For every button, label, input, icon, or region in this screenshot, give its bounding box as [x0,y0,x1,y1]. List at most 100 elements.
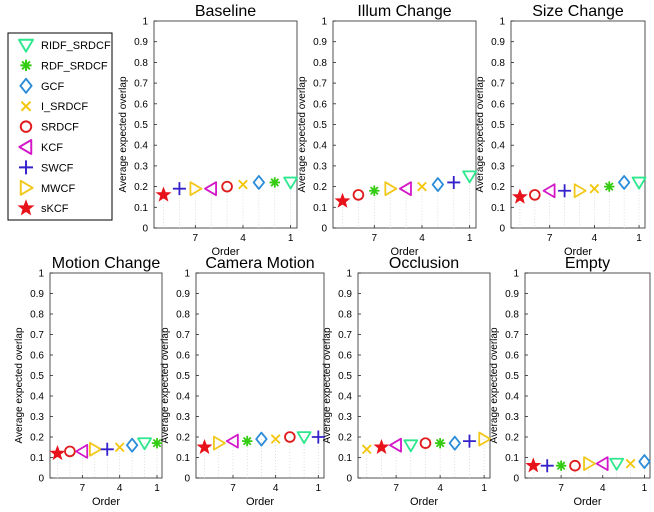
y-tick-label: 1 [346,269,352,280]
y-tick-label: 0.9 [505,289,519,300]
legend-item: GCF [19,77,65,94]
x-tick-label: 4 [419,233,425,244]
point-skcf-shape [511,188,528,204]
point-kcf-shape [542,183,556,199]
point-mwcf [478,431,492,447]
legend-label: RDF_SRDCF [41,60,108,72]
point-srdcf [221,180,233,193]
legend-marker-skcf-shape [17,199,35,216]
y-tick-label: 0.4 [505,392,519,403]
point-swcf-shape [100,442,114,456]
y-tick-label: 0.7 [30,330,44,341]
point-swcf [447,175,461,189]
y-tick-label: 0.8 [313,58,327,69]
legend-label: SWCF [41,162,74,174]
point-gcf [638,454,651,470]
point-mwcf-shape [583,456,596,472]
y-tick-label: 0.9 [134,37,148,48]
y-tick-label: 0.5 [134,120,148,131]
point-kcf [225,433,239,449]
plot-area [510,20,646,229]
point-swcf-shape [558,184,572,198]
y-tick-label: 0.6 [505,351,519,362]
chart-empty: 0 0.1 0.2 0.3 0.4 0.5 0.6 0.7 0.8 0.9 1 7 4 1 Empty Ord… [489,255,651,508]
x-tick-label: 4 [117,483,123,494]
point-srdcf [529,189,541,201]
point-skcf [196,438,213,455]
x-tick-label: 1 [481,483,487,494]
y-tick-label: 0.2 [134,182,148,193]
point-skcf-shape [334,192,351,208]
point-srdcf [284,431,296,443]
y-tick-label: 0.7 [176,330,190,341]
y-tick-label: 0.8 [134,58,148,69]
point-rdf-srdcf-shape [151,437,163,449]
y-tick-label: 0.1 [505,453,519,464]
point-gcf [431,177,444,192]
y-tick-label: 0.5 [313,120,327,131]
point-skcf [334,192,351,208]
legend-marker-swcf [19,160,33,175]
y-tick-label: 0.1 [176,453,190,464]
point-skcf [373,438,390,455]
chart-title: Size Change [532,3,624,20]
point-swcf [558,184,572,198]
y-tick-label: 0.6 [313,99,327,110]
x-axis-label: Order [92,496,120,508]
chart-title: Motion Change [52,255,161,272]
x-tick-label: 1 [154,483,160,494]
point-rdf-srdcf-shape [269,177,280,188]
y-axis-label: Average expected overlap [475,76,486,192]
x-tick-label: 1 [642,483,648,494]
point-skcf [525,457,542,473]
x-axis-label: Order [573,496,601,508]
y-tick-label: 0.2 [30,433,44,444]
y-tick-label: 0.9 [313,37,327,48]
point-mwcf [212,435,226,451]
point-kcf [399,181,412,197]
point-kcf-shape [595,456,609,472]
point-srdcf-shape [419,437,432,449]
y-tick-label: 0.6 [338,351,352,362]
point-i-srdcf-shape [270,434,281,444]
point-srdcf-shape [64,445,76,458]
chart-title: Baseline [195,3,256,20]
chart-camera-motion: 0 0.1 0.2 0.3 0.4 0.5 0.6 0.7 0.8 0.9 1 7 4 1 Camera M… [160,255,325,508]
y-tick-label: 0.8 [505,310,519,321]
chart-baseline: 0 0.1 0.2 0.3 0.4 0.5 0.6 0.7 0.8 0.9 1 7 4 1 Baseline… [118,3,299,258]
point-i-srdcf-shape [589,183,600,194]
y-tick-label: 0.5 [338,371,352,382]
y-tick-label: 0.9 [176,289,190,300]
point-i-srdcf [238,179,248,190]
point-srdcf [352,189,365,201]
y-tick-label: 1 [321,17,327,28]
legend-marker-gcf-shape [19,77,33,94]
point-i-srdcf-shape [361,444,372,455]
point-skcf [49,445,66,461]
point-ridf-srdcf-shape [462,170,478,184]
point-kcf-shape [75,443,89,459]
chart-title: Occlusion [389,255,459,272]
y-tick-label: 0.3 [491,161,505,172]
point-swcf-shape [540,459,554,473]
point-rdf-srdcf [269,177,280,188]
x-tick-label: 1 [636,233,642,244]
point-rdf-srdcf-shape [369,185,380,196]
y-tick-label: 0 [513,474,519,485]
point-mwcf [189,181,203,197]
point-swcf-shape [172,182,186,196]
y-tick-label: 0.5 [491,120,505,131]
point-ridf-srdcf [631,176,647,190]
y-tick-label: 0.4 [491,141,505,152]
point-rdf-srdcf-shape [434,437,446,449]
point-gcf [448,435,461,451]
point-kcf [542,183,556,199]
point-swcf [100,442,114,456]
y-tick-label: 0.2 [313,182,327,193]
y-tick-label: 0.3 [176,412,190,423]
legend-item: MWCF [19,179,75,196]
point-ridf-srdcf [403,439,419,453]
legend-label: SRDCF [41,122,79,134]
point-swcf-shape [311,430,325,444]
point-rdf-srdcf [151,437,163,449]
